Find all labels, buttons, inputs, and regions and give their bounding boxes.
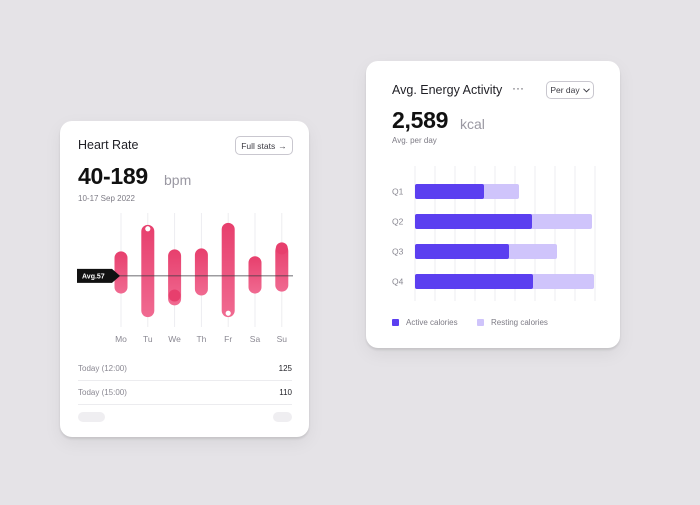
energy-title: Avg. Energy Activity xyxy=(392,83,503,97)
heart-rate-unit: bpm xyxy=(164,172,192,188)
heart-rate-bar xyxy=(275,244,289,292)
heart-rate-point xyxy=(168,289,181,302)
heart-rate-title: Heart Rate xyxy=(78,138,139,152)
heart-rate-bar xyxy=(114,251,128,294)
active-calories-bar xyxy=(415,214,532,229)
active-calories-bar xyxy=(415,244,509,259)
day-tick-label: Tu xyxy=(143,334,153,344)
energy-activity-card: Avg. Energy Activity ··· Per day 2,589 k… xyxy=(366,61,620,348)
heart-rate-chart: Avg.57 Mo Tu We Th Fr Sa Su xyxy=(77,213,293,344)
energy-chart: Q1 Q2 Q3 Q4 xyxy=(392,166,596,301)
arrow-right-icon: → xyxy=(278,140,287,151)
legend-resting: Resting calories xyxy=(477,318,548,327)
heart-rate-point xyxy=(145,226,151,232)
day-tick-label: Su xyxy=(277,334,288,344)
quarter-tick-label: Q2 xyxy=(392,217,404,227)
full-stats-label: Full stats xyxy=(241,140,276,151)
list-item: Today (15:00) 110 xyxy=(78,380,292,405)
placeholder-pill xyxy=(78,412,105,422)
chevron-down-icon xyxy=(582,87,590,93)
energy-value: 2,589 xyxy=(392,107,449,133)
heart-rate-point xyxy=(275,242,288,255)
full-stats-button[interactable]: Full stats → xyxy=(235,136,293,155)
active-calories-bar xyxy=(415,184,484,199)
period-label: Per day xyxy=(550,85,580,95)
legend-label: Active calories xyxy=(406,318,458,327)
day-tick-label: Mo xyxy=(115,334,127,344)
heart-rate-bar xyxy=(248,256,262,294)
heart-rate-bar xyxy=(221,222,235,318)
quarter-tick-label: Q3 xyxy=(392,247,404,257)
more-horizontal-icon[interactable]: ··· xyxy=(512,81,524,95)
legend-active: Active calories xyxy=(392,318,458,327)
heart-rate-card: Heart Rate Full stats → 40-189 bpm 10-17… xyxy=(60,121,309,437)
average-label-bg xyxy=(77,268,120,283)
heart-rate-bar xyxy=(141,224,155,318)
day-tick-label: We xyxy=(168,334,181,344)
legend-swatch xyxy=(477,319,484,326)
placeholder-pill xyxy=(273,412,292,422)
heart-rate-date-range: 10-17 Sep 2022 xyxy=(78,194,135,203)
period-select[interactable]: Per day xyxy=(546,81,594,99)
heart-rate-bar xyxy=(194,248,208,296)
quarter-tick-label: Q1 xyxy=(392,187,404,197)
energy-unit: kcal xyxy=(460,116,485,132)
legend-label: Resting calories xyxy=(491,318,548,327)
list-item: Today (12:00) 125 xyxy=(78,356,292,381)
legend-swatch xyxy=(392,319,399,326)
energy-sub-label: Avg. per day xyxy=(392,136,437,145)
row-value: 110 xyxy=(279,387,292,397)
average-label: Avg.57 xyxy=(82,274,105,281)
quarter-tick-label: Q4 xyxy=(392,277,404,287)
day-tick-label: Fr xyxy=(224,334,232,344)
row-value: 125 xyxy=(278,363,292,373)
row-label: Today (15:00) xyxy=(78,387,127,397)
day-tick-label: Sa xyxy=(250,334,261,344)
active-calories-bar xyxy=(415,274,533,289)
day-tick-label: Th xyxy=(196,334,206,344)
row-label: Today (12:00) xyxy=(78,363,127,373)
heart-rate-range-value: 40-189 xyxy=(78,163,148,189)
heart-rate-point xyxy=(225,310,231,316)
